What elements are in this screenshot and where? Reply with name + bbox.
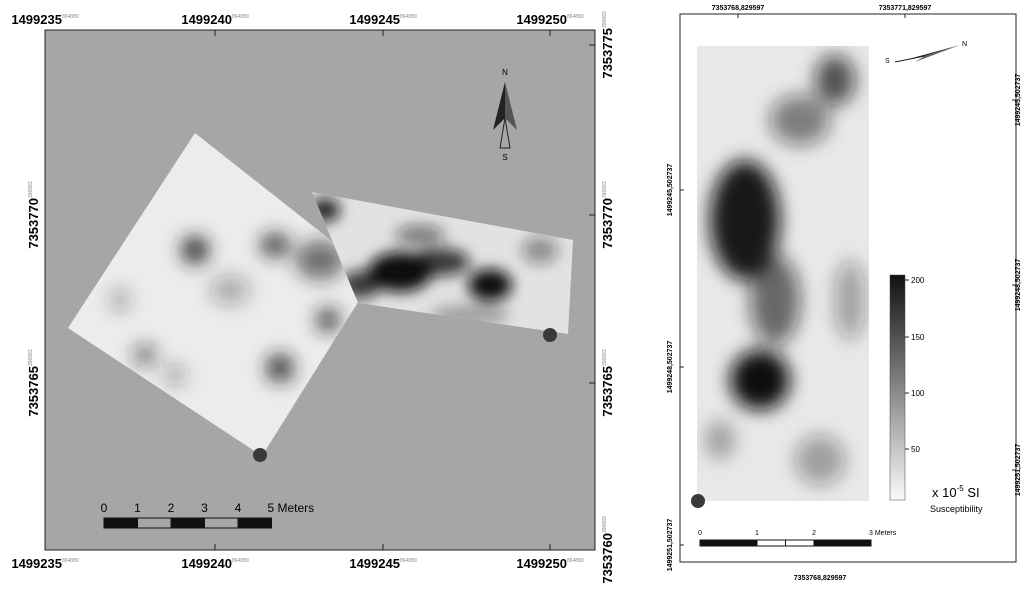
coord-label: 1499250864880 [516, 556, 584, 571]
scale-segment [103, 517, 138, 529]
scale-segment [137, 517, 172, 529]
quantity-label: Susceptibility [930, 504, 983, 514]
scale-label: 5 Meters [268, 501, 315, 515]
coord-label: 7353775396883 [600, 11, 615, 79]
scale-label: 0 [698, 530, 702, 537]
coord-sup: 396883 [602, 11, 608, 28]
unit-base: x 10 [932, 485, 957, 500]
coord-label: 1499240864880 [181, 556, 249, 571]
susceptibility-image [697, 46, 869, 501]
colorbar [889, 274, 906, 501]
coord-sup: 396883 [28, 349, 34, 366]
coord-main: 1499240 [181, 556, 232, 571]
scale-segment [699, 539, 729, 547]
coord-main: 1499250 [516, 556, 567, 571]
colorbar-label: 100 [911, 389, 925, 398]
coord-sup: 864880 [62, 558, 79, 564]
coord-main: 1499235 [11, 556, 62, 571]
scale-segment [756, 539, 786, 547]
coord-main: 1499235 [11, 12, 62, 27]
coord-sup: 396883 [602, 516, 608, 533]
coord-sup: 864880 [567, 14, 584, 20]
coord-main: 7353770 [600, 198, 615, 249]
coord-label: 7353768,829597 [794, 575, 847, 582]
coord-label: 7353771,829597 [879, 5, 932, 12]
coord-main: 1499250 [516, 12, 567, 27]
coord-label: 7353768,829597 [712, 5, 765, 12]
scale-label: 3 Meters [869, 530, 897, 537]
scale-label: 2 [812, 530, 816, 537]
scale-segment [842, 539, 872, 547]
scale-segment [728, 539, 758, 547]
coord-label: 1499245864880 [349, 12, 417, 27]
coord-sup: 396883 [602, 181, 608, 198]
marker [691, 494, 705, 508]
scale-bar: 0 1 2 3 Meters [698, 530, 897, 547]
south-label: S [885, 58, 890, 65]
north-arrow [493, 82, 517, 149]
coord-label: 1499251,502737 [667, 519, 674, 572]
scale-segment [170, 517, 205, 529]
marker [253, 448, 267, 462]
scale-label: 1 [134, 501, 141, 515]
coord-label: 1499248,502737 [667, 341, 674, 394]
coord-label: 1499245,502737 [667, 164, 674, 217]
coord-main: 1499245 [349, 556, 400, 571]
coord-sup: 396883 [602, 349, 608, 366]
coord-label: 1499235864880 [11, 12, 79, 27]
scale-label: 2 [168, 501, 175, 515]
coord-sup: 864880 [232, 558, 249, 564]
north-label: N [502, 68, 508, 77]
coord-sup: 864880 [400, 14, 417, 20]
coord-label: 1499248,502737 [1015, 259, 1022, 312]
scale-bar: 0 1 2 3 4 5 Meters [101, 501, 315, 529]
coord-main: 1499240 [181, 12, 232, 27]
north-arrow [894, 45, 960, 63]
colorbar-label: 50 [911, 445, 920, 454]
scale-segment [237, 517, 272, 529]
coord-label: 1499251,502737 [1015, 444, 1022, 497]
coord-sup: 396883 [28, 181, 34, 198]
coord-sup: 864880 [62, 14, 79, 20]
coord-sup: 864880 [567, 558, 584, 564]
unit-exp: -5 [957, 484, 965, 493]
scale-label: 3 [201, 501, 208, 515]
scale-segment [813, 539, 843, 547]
coord-label: 7353765396883 [600, 349, 615, 417]
coord-label: 7353770396883 [600, 181, 615, 249]
coord-label: 7353770396883 [26, 181, 41, 249]
coord-main: 7353760 [600, 533, 615, 584]
scale-label: 4 [235, 501, 242, 515]
unit-label: x 10-5 SI [932, 484, 980, 500]
coord-main: 7353775 [600, 28, 615, 79]
map-frame [679, 13, 1017, 563]
coord-main: 7353765 [600, 366, 615, 417]
coord-label: 7353765396883 [26, 349, 41, 417]
unit-tail: SI [964, 485, 980, 500]
scale-label: 1 [755, 530, 759, 537]
north-label: N [962, 41, 967, 48]
coord-main: 7353765 [26, 366, 41, 417]
coord-main: 7353770 [26, 198, 41, 249]
coord-sup: 864880 [400, 558, 417, 564]
scale-segment [785, 539, 815, 547]
coord-label: 7353760396883 [600, 516, 615, 584]
coord-label: 1499235864880 [11, 556, 79, 571]
colorbar-label: 150 [911, 333, 925, 342]
coord-label: 1499240864880 [181, 12, 249, 27]
colorbar-label: 200 [911, 276, 925, 285]
scale-label: 0 [101, 501, 108, 515]
coord-main: 1499245 [349, 12, 400, 27]
coord-label: 1499250864880 [516, 12, 584, 27]
marker [543, 328, 557, 342]
coord-label: 1499245,502737 [1015, 74, 1022, 127]
coord-sup: 864880 [232, 14, 249, 20]
south-label: S [502, 153, 507, 162]
coord-label: 1499245864880 [349, 556, 417, 571]
scale-segment [204, 517, 239, 529]
